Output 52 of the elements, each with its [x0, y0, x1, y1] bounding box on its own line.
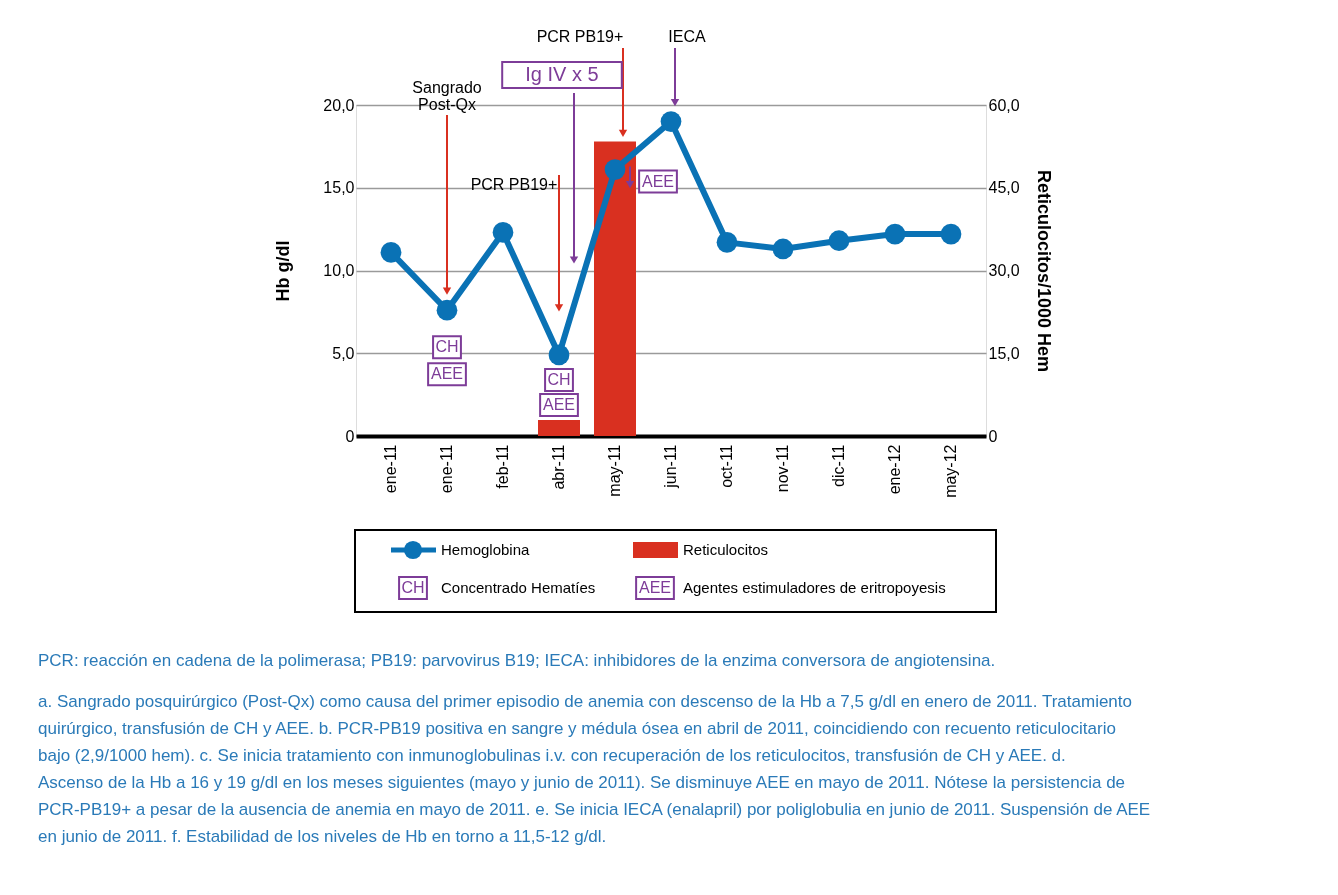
point [772, 238, 794, 260]
x-tick-label: nov-11 [774, 444, 791, 493]
annotation: CH [547, 370, 571, 388]
point [436, 299, 458, 321]
y-tick-label: 0 [345, 427, 355, 445]
x-tick-label: ene-12 [886, 444, 903, 495]
point [660, 111, 682, 132]
text: Agentes estimuladores de eritropoyesis [683, 579, 946, 596]
annotation: AEE [542, 395, 576, 413]
text: PCR: reacción en cadena de la polimerasa; PB19: parvovirus B19; IECA: inhibidores de la enzima conversora de angiotensina. [38, 651, 996, 670]
y2-tick-label: 0 [988, 427, 998, 445]
point [940, 223, 962, 245]
text: Ig IV x 5 [525, 63, 599, 85]
y2-axis-title: Reticulocitos/1000 Hem [1033, 169, 1054, 373]
text: PCR PB19+ [536, 28, 624, 45]
point [380, 241, 402, 263]
y-tick-label: 20,0 [323, 96, 355, 114]
y-axis-title: Hb g/dl [273, 240, 294, 302]
annotation: CH [435, 338, 459, 356]
point [548, 344, 570, 366]
y2-tick-label: 45,0 [988, 179, 1020, 197]
text: a. Sangrado posquirúrgico (Post-Qx) como causa del primer episodio de anemia con descenso de la Hb a 7,5 g/dl en enero de 2011. Tratamiento quirúrgico, transfusión de CH y AEE. b. PCR-PB19 positiva en sangre y médula ósea en abril de 2011, coincidiendo con recuento reticulocitario bajo (2,9/1000 hem). c. Se inicia tratamiento con inmunoglobulinas i.v. con recuperación de los reticulocitos, transfusión de CH y AEE. d. Ascenso de la Hb a 16 y 19 g/dl en los meses siguientes (mayo y junio de 2011). Se disminuye AEE en mayo de 2011. Nótese la persistencia de PCR-PB19+ a pesar de la ausencia de anemia en mayo de 2011. e. Se inicia IECA (enalapril) por poliglobulia en junio de 2011. Suspensión de AEE en junio de 2011. f. Estabilidad de los niveles de Hb en torno a 11,5-12 g/dl. [38, 692, 1151, 846]
annotation: AEE [430, 365, 464, 383]
point [492, 222, 514, 243]
text: Concentrado Hematíes [441, 579, 596, 596]
legend-label: Hemoglobina [441, 541, 531, 558]
point [604, 159, 626, 180]
y2-tick-label: 15,0 [988, 344, 1020, 362]
y2-tick-label: 60,0 [988, 96, 1020, 114]
y-tick-label: 15,0 [323, 179, 355, 197]
text: CH [401, 579, 425, 596]
y-tick-label: 5,0 [332, 344, 355, 362]
x-tick-label: jun-11 [662, 444, 679, 489]
legend-label: Reticulocitos [683, 541, 769, 558]
x-tick-label: ene-11 [438, 444, 455, 494]
text: AEE [638, 579, 672, 596]
x-tick-label: oct-11 [718, 444, 735, 488]
x-tick-label: ene-11 [382, 444, 399, 494]
y-tick-label: 10,0 [323, 262, 355, 279]
annotation: Sangrado Post-Qx [412, 79, 482, 113]
annotation: AEE [641, 172, 675, 190]
point [828, 230, 850, 252]
x-tick-label: abr-11 [550, 444, 567, 490]
point [716, 232, 738, 253]
x-tick-label: dic-11 [830, 444, 847, 487]
annotation: PCR PB19+ [470, 176, 558, 193]
y2-tick-label: 30,0 [988, 262, 1020, 279]
point [884, 223, 906, 245]
x-tick-label: feb-11 [494, 444, 511, 489]
x-tick-label: may-12 [942, 444, 959, 498]
text: IECA [668, 28, 706, 45]
x-tick-label: may-11 [606, 444, 623, 497]
